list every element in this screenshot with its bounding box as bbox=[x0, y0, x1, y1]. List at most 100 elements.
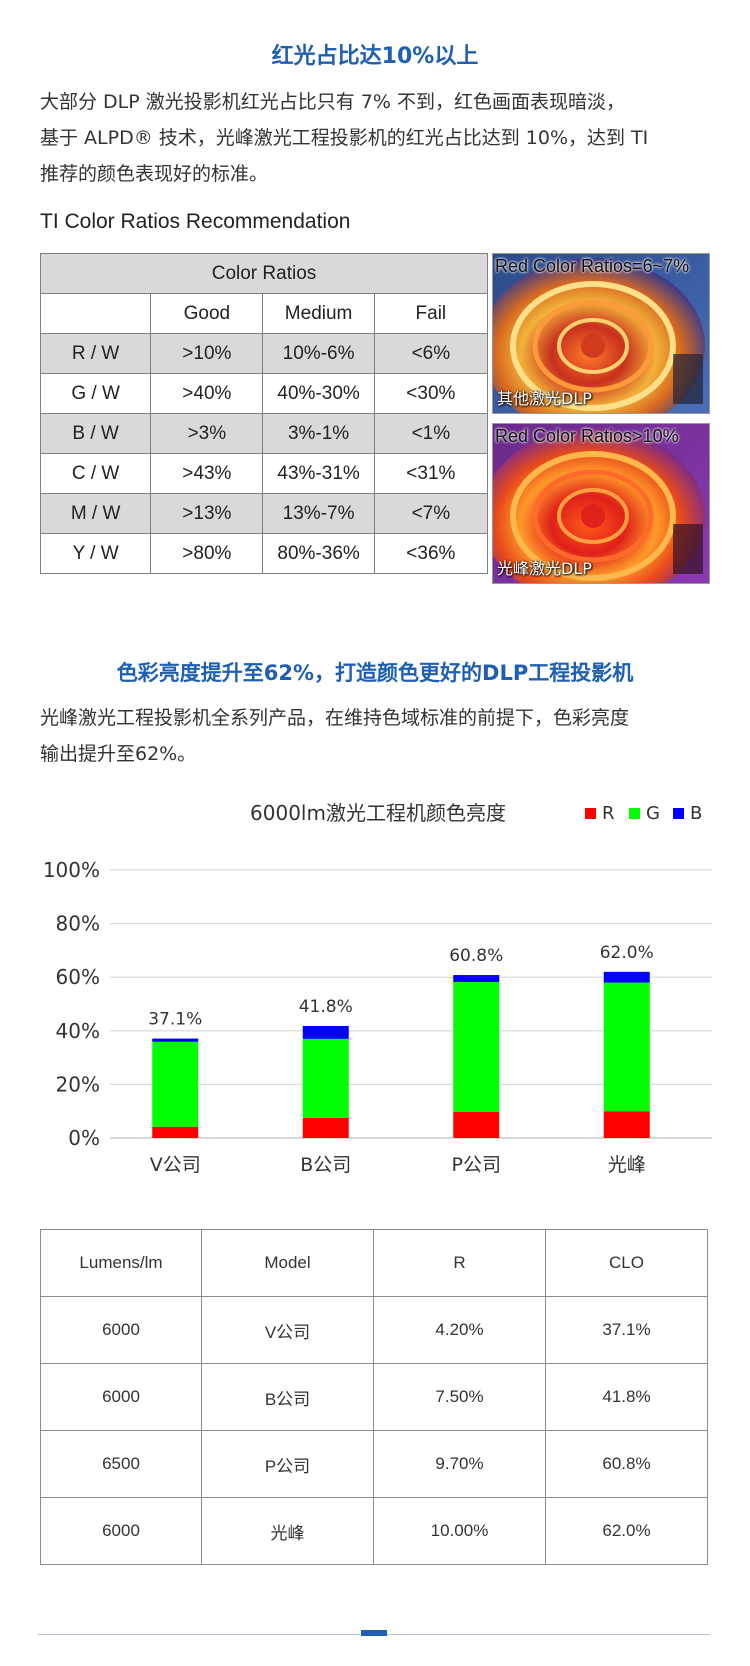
bar-segment-b bbox=[302, 1025, 349, 1039]
table-cell: G / W bbox=[39, 373, 152, 414]
bar-segment-g bbox=[603, 982, 650, 1112]
legend-swatch bbox=[585, 808, 596, 819]
table-cell: 6000 bbox=[40, 1497, 202, 1565]
table-row: 6000 V公司 4.20% 37.1% bbox=[40, 1296, 708, 1364]
section2-paragraph: 光峰激光工程投影机全系列产品，在维持色域标准的前提下，色彩亮度 输出提升至62%… bbox=[40, 700, 720, 772]
legend-label: G bbox=[646, 803, 660, 824]
table-cell: >80% bbox=[150, 533, 264, 574]
table-cell: >43% bbox=[150, 453, 264, 494]
spec-header-cell: Model bbox=[201, 1229, 374, 1297]
table-cell: V公司 bbox=[201, 1296, 374, 1364]
ti-table-caption: TI Color Ratios Recommendation bbox=[40, 210, 351, 233]
section1-paragraph-line: 基于 ALPD® 技术，光峰激光工程投影机的红光占比达到 10%，达到 TI bbox=[40, 127, 649, 149]
bar-segment-g bbox=[302, 1038, 349, 1118]
ti-table-group-header: Color Ratios bbox=[40, 253, 488, 294]
table-cell: <36% bbox=[373, 533, 489, 574]
section2-paragraph-line: 输出提升至62%。 bbox=[40, 743, 197, 765]
bar-segment-r bbox=[453, 1112, 500, 1138]
chart-y-ticks: 0% 20% 40% 60% 80% 100% bbox=[43, 858, 100, 1150]
y-tick-label: 60% bbox=[56, 965, 100, 989]
table-cell: C / W bbox=[39, 453, 152, 494]
table-cell: 40%-30% bbox=[262, 373, 375, 414]
legend-swatch bbox=[629, 808, 640, 819]
chart-bars bbox=[152, 971, 650, 1138]
x-tick-label: V公司 bbox=[150, 1154, 201, 1176]
table-cell: 41.8% bbox=[545, 1363, 708, 1431]
table-row: Y / W >80% 80%-36% <36% bbox=[39, 533, 489, 574]
chart-x-labels: V公司 B公司 P公司 光峰 bbox=[150, 1154, 646, 1176]
table-cell: <30% bbox=[373, 373, 489, 414]
table-row: 6500 P公司 9.70% 60.8% bbox=[40, 1430, 708, 1498]
photo-title: Red Color Ratios=6~7% bbox=[495, 256, 690, 276]
data-label: 62.0% bbox=[600, 943, 654, 963]
section1-paragraph: 大部分 DLP 激光投影机红光占比只有 7% 不到，红色画面表现暗淡， 基于 A… bbox=[40, 84, 720, 192]
x-tick-label: P公司 bbox=[452, 1154, 501, 1176]
table-cell: <6% bbox=[373, 333, 489, 374]
spec-table: Lumens/lm Model R CLO 6000 V公司 4.20% 37.… bbox=[40, 1229, 708, 1565]
table-cell: P公司 bbox=[201, 1430, 374, 1498]
section1-heading: 红光占比达10%以上 bbox=[271, 44, 479, 69]
table-cell: >13% bbox=[150, 493, 264, 534]
table-row: R / W >10% 10%-6% <6% bbox=[39, 333, 489, 374]
bar-segment-g bbox=[152, 1041, 199, 1127]
table-row: 6000 B公司 7.50% 41.8% bbox=[40, 1363, 708, 1431]
bar-segment-r bbox=[302, 1117, 349, 1138]
table-cell: M / W bbox=[39, 493, 152, 534]
table-cell: 10%-6% bbox=[262, 333, 375, 374]
photo-caption: 光峰激光DLP bbox=[497, 559, 592, 578]
y-tick-label: 0% bbox=[68, 1126, 100, 1150]
photo-caption: 其他激光DLP bbox=[497, 389, 592, 408]
chart-total-labels: 37.1% 41.8% 60.8% 62.0% bbox=[148, 943, 654, 1030]
ti-table-header-cell: Medium bbox=[262, 293, 375, 334]
ti-color-ratios-table: Color Ratios Good Medium Fail R / W >10%… bbox=[39, 253, 489, 574]
x-tick-label: 光峰 bbox=[608, 1154, 646, 1176]
ti-table-header-cell: Fail bbox=[373, 293, 489, 334]
data-label: 60.8% bbox=[449, 946, 503, 966]
bar-segment-r bbox=[603, 1111, 650, 1138]
chart-title: 6000lm激光工程机颜色亮度 bbox=[250, 801, 506, 825]
x-tick-label: B公司 bbox=[300, 1154, 351, 1176]
section1-paragraph-line: 推荐的颜色表现好的标准。 bbox=[40, 163, 269, 185]
legend-label: R bbox=[602, 803, 615, 824]
bar-segment-b bbox=[152, 1038, 199, 1042]
table-cell: 6500 bbox=[40, 1430, 202, 1498]
table-cell: R / W bbox=[39, 333, 152, 374]
table-cell: <7% bbox=[373, 493, 489, 534]
table-cell: 6000 bbox=[40, 1363, 202, 1431]
y-tick-label: 20% bbox=[56, 1072, 100, 1096]
table-cell: 3%-1% bbox=[262, 413, 375, 454]
footer-accent-mark bbox=[361, 1630, 387, 1636]
table-cell: >10% bbox=[150, 333, 264, 374]
table-cell: 60.8% bbox=[545, 1430, 708, 1498]
y-tick-label: 40% bbox=[56, 1019, 100, 1043]
table-cell: B公司 bbox=[201, 1363, 374, 1431]
bar-segment-b bbox=[453, 975, 500, 983]
y-tick-label: 80% bbox=[56, 912, 100, 936]
table-cell: 13%-7% bbox=[262, 493, 375, 534]
table-cell: <1% bbox=[373, 413, 489, 454]
color-brightness-chart: 6000lm激光工程机颜色亮度 R G B 0% 20% 40% 60% 80% 100% V… bbox=[43, 801, 712, 1176]
spec-header-cell: CLO bbox=[545, 1229, 708, 1297]
table-cell: 10.00% bbox=[373, 1497, 546, 1565]
table-cell: <31% bbox=[373, 453, 489, 494]
table-cell: 6000 bbox=[40, 1296, 202, 1364]
table-cell: Y / W bbox=[39, 533, 152, 574]
table-cell: >3% bbox=[150, 413, 264, 454]
table-cell: 37.1% bbox=[545, 1296, 708, 1364]
table-row: M / W >13% 13%-7% <7% bbox=[39, 493, 489, 534]
bar-segment-b bbox=[603, 971, 650, 983]
legend-swatch bbox=[673, 808, 684, 819]
table-row: 6000 光峰 10.00% 62.0% bbox=[40, 1497, 708, 1565]
ferris-wheel-image bbox=[493, 424, 709, 583]
data-label: 41.8% bbox=[299, 997, 353, 1017]
table-row: C / W >43% 43%-31% <31% bbox=[39, 453, 489, 494]
bar-segment-r bbox=[152, 1126, 199, 1138]
table-cell: 9.70% bbox=[373, 1430, 546, 1498]
section2-paragraph-line: 光峰激光工程投影机全系列产品，在维持色域标准的前提下，色彩亮度 bbox=[40, 707, 630, 729]
section1-paragraph-line: 大部分 DLP 激光投影机红光占比只有 7% 不到，红色画面表现暗淡， bbox=[40, 91, 625, 113]
data-label: 37.1% bbox=[148, 1010, 202, 1030]
table-cell: 80%-36% bbox=[262, 533, 375, 574]
table-cell: 光峰 bbox=[201, 1497, 374, 1565]
ti-table-header-cell: Good bbox=[150, 293, 264, 334]
